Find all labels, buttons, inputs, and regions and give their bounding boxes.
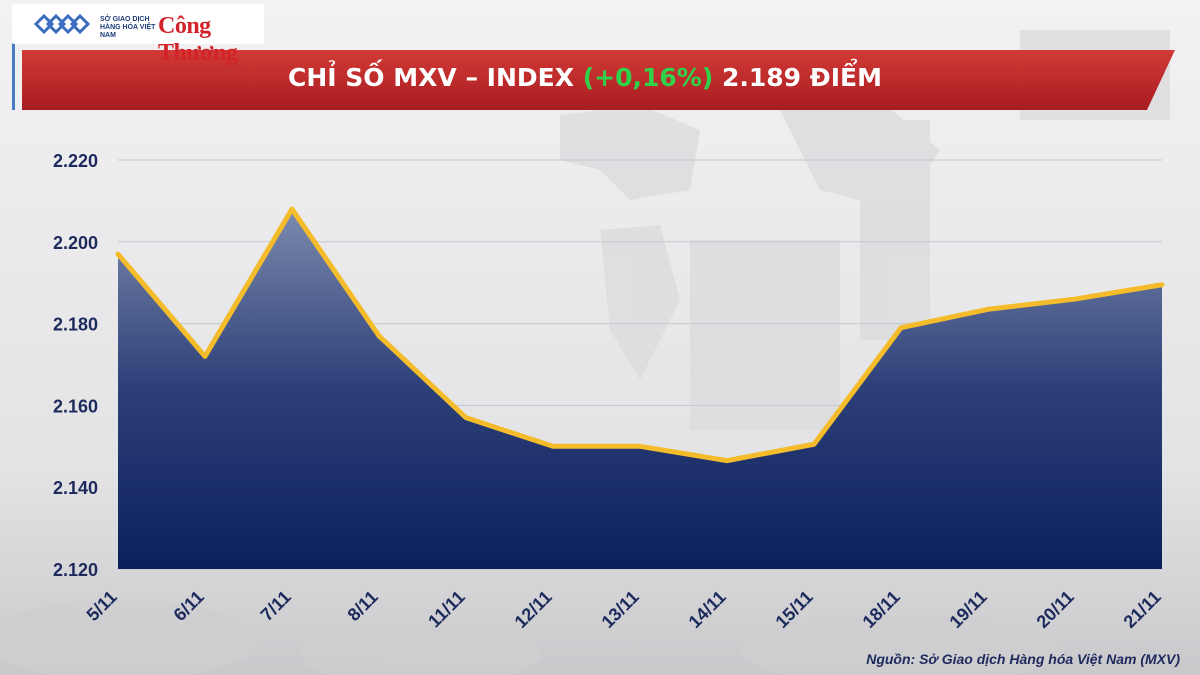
header-logos: SỞ GIAO DỊCH HÀNG HÓA VIỆT NAM Công Thươ… [12,4,264,66]
y-tick-label: 2.160 [53,396,98,416]
mxv-logo-icon [34,13,91,35]
mxv-logo-text: SỞ GIAO DỊCH HÀNG HÓA VIỆT NAM [100,16,156,39]
title-change: (+0,16%) [582,63,714,92]
y-tick-label: 2.140 [53,478,98,498]
index-area [118,209,1162,569]
index-line [115,206,1165,464]
source-note: Nguồn: Sở Giao dịch Hàng hóa Việt Nam (M… [866,651,1180,667]
title-value: 2.189 ĐIỂM [721,63,882,92]
congthuong-logo: Công Thương [158,13,238,66]
y-tick-label: 2.220 [53,151,98,171]
y-tick-label: 2.120 [53,560,98,580]
y-tick-label: 2.200 [53,233,98,253]
accent-bar [12,6,15,110]
y-tick-label: 2.180 [53,315,98,335]
chart-title: CHỈ SỐ MXV – INDEX (+0,16%) 2.189 ĐIỂM [30,58,1140,98]
title-prefix: CHỈ SỐ MXV – INDEX [288,63,574,92]
title-banner [22,50,1175,110]
